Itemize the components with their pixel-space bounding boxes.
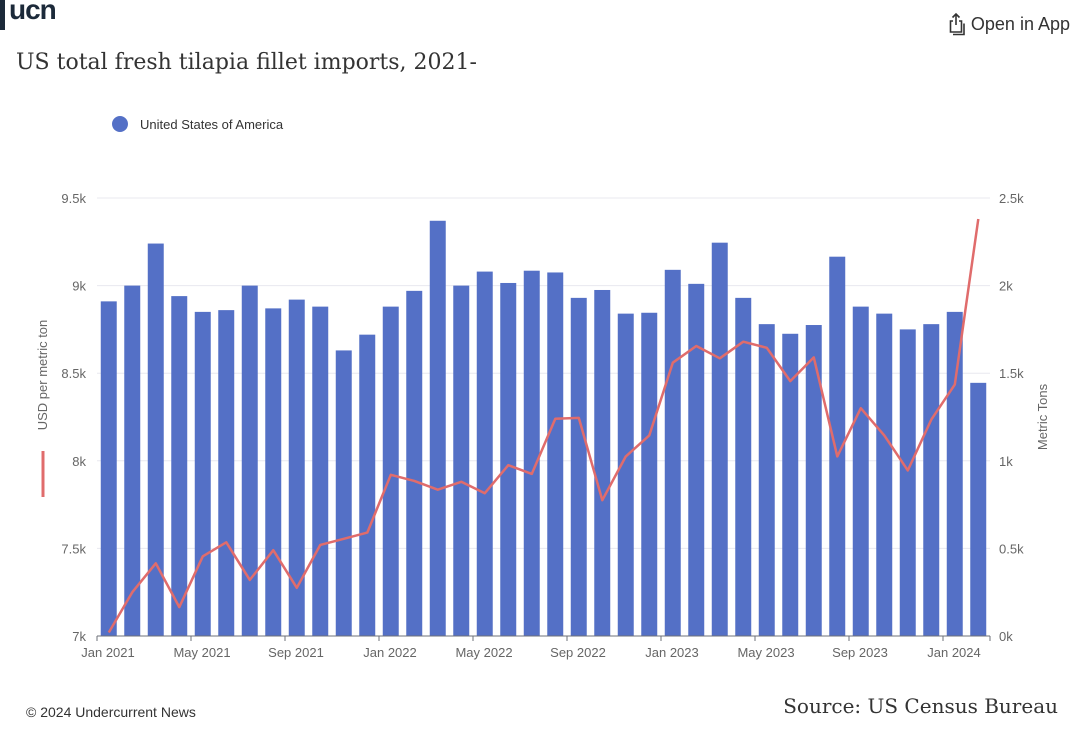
bar[interactable] bbox=[241, 285, 258, 636]
bar[interactable] bbox=[171, 296, 188, 636]
copyright: © 2024 Undercurrent News bbox=[26, 704, 196, 720]
bar[interactable] bbox=[570, 297, 587, 636]
bar[interactable] bbox=[735, 297, 752, 636]
y2-tick-label: 1k bbox=[999, 454, 1013, 469]
y2-tick-label: 1.5k bbox=[999, 366, 1024, 381]
y2-tick-label: 2.5k bbox=[999, 191, 1024, 206]
bar[interactable] bbox=[594, 289, 611, 636]
x-tick-label: May 2021 bbox=[173, 645, 230, 660]
bar[interactable] bbox=[805, 325, 822, 636]
legend-label: United States of America bbox=[140, 116, 284, 132]
bar[interactable] bbox=[288, 299, 305, 636]
y-tick-label: 8.5k bbox=[61, 366, 86, 381]
open-in-app-button[interactable]: Open in App bbox=[947, 12, 1070, 36]
bar[interactable] bbox=[335, 350, 352, 636]
source-note: Source: US Census Bureau bbox=[783, 694, 1058, 718]
bar[interactable] bbox=[359, 334, 376, 636]
x-tick-label: Jan 2023 bbox=[645, 645, 699, 660]
bar[interactable] bbox=[876, 313, 893, 636]
bar[interactable] bbox=[218, 310, 235, 636]
legend-item[interactable]: United States of America bbox=[112, 116, 283, 132]
ucn-logo: ucn bbox=[9, 0, 57, 25]
bar[interactable] bbox=[476, 271, 493, 636]
bar[interactable] bbox=[453, 285, 470, 636]
bar[interactable] bbox=[688, 283, 705, 636]
y-tick-label: 9.5k bbox=[61, 191, 86, 206]
bar[interactable] bbox=[970, 382, 987, 636]
y2-axis-title: Metric Tons bbox=[1035, 383, 1050, 450]
bar[interactable] bbox=[547, 272, 564, 636]
x-tick-label: Jan 2024 bbox=[927, 645, 981, 660]
bar[interactable] bbox=[711, 242, 728, 636]
bar[interactable] bbox=[406, 290, 423, 636]
bar[interactable] bbox=[946, 311, 963, 636]
bar[interactable] bbox=[664, 269, 681, 636]
bar[interactable] bbox=[617, 313, 634, 636]
bar[interactable] bbox=[829, 256, 846, 636]
bar[interactable] bbox=[500, 282, 517, 636]
share-icon bbox=[949, 12, 965, 36]
bar[interactable] bbox=[852, 306, 869, 636]
logo-bar bbox=[0, 0, 5, 30]
metric-tons-line[interactable] bbox=[107, 218, 980, 634]
bar[interactable] bbox=[194, 311, 211, 636]
bar[interactable] bbox=[429, 220, 446, 636]
bar[interactable] bbox=[782, 333, 799, 636]
bar[interactable] bbox=[923, 324, 940, 636]
y-tick-label: 7k bbox=[72, 629, 86, 644]
chart-title: US total fresh tilapia fillet imports, 2… bbox=[16, 50, 477, 75]
y-axis-title: USD per metric ton bbox=[35, 320, 50, 431]
bar[interactable] bbox=[899, 329, 916, 636]
x-tick-label: Jan 2021 bbox=[81, 645, 135, 660]
bar[interactable] bbox=[382, 306, 399, 636]
bar[interactable] bbox=[265, 308, 282, 636]
bar[interactable] bbox=[641, 312, 658, 636]
y-tick-label: 9k bbox=[72, 279, 86, 294]
x-tick-label: May 2022 bbox=[455, 645, 512, 660]
open-in-app-label: Open in App bbox=[970, 13, 1070, 34]
bar[interactable] bbox=[100, 301, 117, 636]
y2-tick-label: 0k bbox=[999, 629, 1013, 644]
x-tick-label: Sep 2023 bbox=[832, 645, 888, 660]
legend-dot-icon bbox=[112, 116, 128, 132]
bar[interactable] bbox=[124, 285, 141, 636]
x-tick-label: Sep 2022 bbox=[550, 645, 606, 660]
y-tick-label: 8k bbox=[72, 454, 86, 469]
bar[interactable] bbox=[758, 324, 775, 636]
bar[interactable] bbox=[523, 270, 540, 636]
x-tick-label: May 2023 bbox=[737, 645, 794, 660]
y2-tick-label: 0.5k bbox=[999, 541, 1024, 556]
y-tick-label: 7.5k bbox=[61, 541, 86, 556]
bar[interactable] bbox=[312, 306, 329, 636]
x-tick-label: Jan 2022 bbox=[363, 645, 417, 660]
y2-tick-label: 2k bbox=[999, 279, 1013, 294]
bar[interactable] bbox=[147, 243, 164, 636]
x-tick-label: Sep 2021 bbox=[268, 645, 324, 660]
